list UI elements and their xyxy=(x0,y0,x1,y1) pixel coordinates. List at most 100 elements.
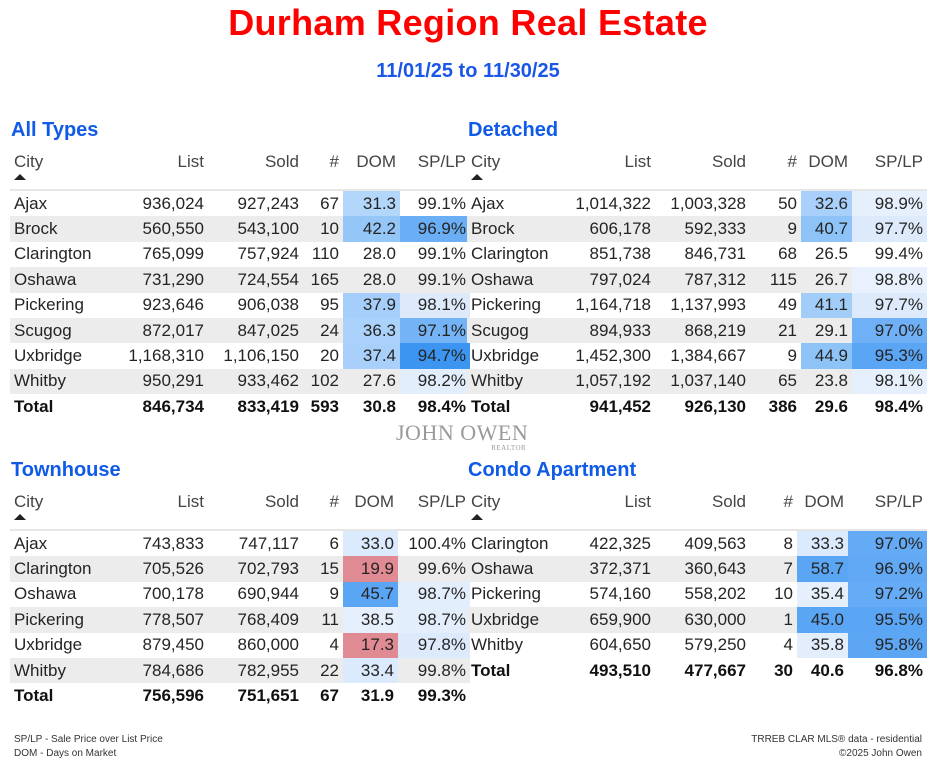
column-header-label: DOM xyxy=(354,492,394,511)
total-sold: 833,419 xyxy=(237,396,299,416)
cell-city: Oshawa xyxy=(467,556,560,582)
column-header-city[interactable]: City xyxy=(467,490,560,531)
table-row[interactable]: Pickering 1,164,718 1,137,993 49 41.1 97.7% xyxy=(467,292,927,318)
total-city: Total xyxy=(14,396,54,416)
table-row[interactable]: Whitby 784,686 782,955 22 33.4 99.8% xyxy=(10,657,470,684)
cell-splp: 97.0% xyxy=(852,317,927,344)
column-header-city[interactable]: City xyxy=(10,150,120,191)
column-header-city[interactable]: City xyxy=(467,150,560,191)
column-header-list[interactable]: List xyxy=(120,490,208,531)
sort-ascending-icon[interactable] xyxy=(14,174,26,180)
total-dom: 30.8 xyxy=(362,396,396,416)
column-header-splp[interactable]: SP/LP xyxy=(852,150,927,191)
table-row[interactable]: Scugog 894,933 868,219 21 29.1 97.0% xyxy=(467,317,927,344)
column-header-list[interactable]: List xyxy=(560,150,655,191)
cell-city: Uxbridge xyxy=(14,635,83,655)
cell-count: 20 xyxy=(320,346,339,366)
cell-count: 21 xyxy=(750,317,801,344)
table-row[interactable]: Oshawa 700,178 690,944 9 45.7 98.7% xyxy=(10,581,470,608)
cell-sold: 933,462 xyxy=(208,368,303,395)
cell-city: Whitby xyxy=(10,657,120,684)
sort-ascending-icon[interactable] xyxy=(471,514,483,520)
table-townhouse: City List Sold # DOM SP/LP Ajax 743,833 747,117 6… xyxy=(10,490,470,709)
table-row[interactable]: Oshawa 797,024 787,312 115 26.7 98.8% xyxy=(467,267,927,293)
sort-ascending-icon[interactable] xyxy=(14,514,26,520)
cell-list: 1,168,310 xyxy=(128,346,204,366)
table-row[interactable]: Oshawa 372,371 360,643 7 58.7 96.9% xyxy=(467,556,927,582)
cell-splp: 100.4% xyxy=(408,533,466,553)
column-header-sold[interactable]: Sold xyxy=(208,490,303,531)
cell-splp: 96.9% xyxy=(848,556,927,582)
column-header-dom[interactable]: DOM xyxy=(343,490,398,531)
cell-sold: 1,384,667 xyxy=(670,346,746,366)
cell-count: 4 xyxy=(329,635,339,655)
column-header-splp[interactable]: SP/LP xyxy=(848,490,927,531)
column-header-sold[interactable]: Sold xyxy=(655,490,750,531)
section-title-condo-apartment: Condo Apartment xyxy=(468,459,637,481)
header-row: City List Sold # DOM SP/LP xyxy=(467,490,927,531)
legend-dom: DOM - Days on Market xyxy=(14,748,117,759)
column-header-label: City xyxy=(471,492,501,511)
table-row[interactable]: Uxbridge 659,900 630,000 1 45.0 95.5% xyxy=(467,607,927,633)
cell-list: 765,099 xyxy=(142,244,204,264)
table-row[interactable]: Scugog 872,017 847,025 24 36.3 97.1% xyxy=(10,317,470,344)
cell-sold: 906,038 xyxy=(237,295,299,315)
cell-sold: 360,643 xyxy=(655,556,750,582)
cell-sold: 690,944 xyxy=(237,584,299,604)
table-row[interactable]: Clarington 851,738 846,731 68 26.5 99.4% xyxy=(467,242,927,267)
table-row[interactable]: Ajax 936,024 927,243 67 31.3 99.1% xyxy=(10,190,470,217)
column-header-list[interactable]: List xyxy=(560,490,655,531)
table-row[interactable]: Whitby 1,057,192 1,037,140 65 23.8 98.1% xyxy=(467,368,927,395)
table-row[interactable]: Uxbridge 1,168,310 1,106,150 20 37.4 94.7% xyxy=(10,343,470,369)
table-row[interactable]: Pickering 923,646 906,038 95 37.9 98.1% xyxy=(10,292,470,318)
column-header-count[interactable]: # xyxy=(303,150,343,191)
legend: SP/LP - Sale Price over List Price DOM -… xyxy=(14,733,163,761)
column-header-dom[interactable]: DOM xyxy=(797,490,848,531)
sort-ascending-icon[interactable] xyxy=(471,174,483,180)
column-header-sold[interactable]: Sold xyxy=(208,150,303,191)
table-row[interactable]: Clarington 765,099 757,924 110 28.0 99.1% xyxy=(10,242,470,267)
table-row[interactable]: Ajax 1,014,322 1,003,328 50 32.6 98.9% xyxy=(467,190,927,217)
cell-city: Oshawa xyxy=(10,267,120,293)
cell-count: 6 xyxy=(329,533,339,553)
table-row[interactable]: Brock 560,550 543,100 10 42.2 96.9% xyxy=(10,216,470,242)
table-row[interactable]: Oshawa 731,290 724,554 165 28.0 99.1% xyxy=(10,267,470,293)
column-header-label: List xyxy=(177,492,204,511)
total-sold: 751,651 xyxy=(237,686,299,706)
column-header-count[interactable]: # xyxy=(750,490,797,531)
column-header-city[interactable]: City xyxy=(10,490,120,531)
table-row[interactable]: Pickering 574,160 558,202 10 35.4 97.2% xyxy=(467,581,927,608)
column-header-count[interactable]: # xyxy=(303,490,343,531)
column-header-dom[interactable]: DOM xyxy=(801,150,852,191)
table-row[interactable]: Ajax 743,833 747,117 6 33.0 100.4% xyxy=(10,530,470,557)
cell-dom: 37.4 xyxy=(343,343,400,369)
cell-dom: 37.9 xyxy=(343,292,400,318)
table-row[interactable]: Uxbridge 1,452,300 1,384,667 9 44.9 95.3% xyxy=(467,343,927,369)
column-header-sold[interactable]: Sold xyxy=(655,150,750,191)
table-row[interactable]: Whitby 604,650 579,250 4 35.8 95.8% xyxy=(467,632,927,658)
column-header-label: # xyxy=(329,152,339,171)
cell-count: 10 xyxy=(303,216,343,242)
cell-count: 7 xyxy=(750,556,797,582)
column-header-dom[interactable]: DOM xyxy=(343,150,400,191)
total-count: 386 xyxy=(768,396,797,416)
cell-city: Uxbridge xyxy=(14,346,83,366)
column-header-count[interactable]: # xyxy=(750,150,801,191)
cell-count: 102 xyxy=(303,368,343,395)
table-row[interactable]: Clarington 422,325 409,563 8 33.3 97.0% xyxy=(467,530,927,557)
table-row[interactable]: Pickering 778,507 768,409 11 38.5 98.7% xyxy=(10,607,470,633)
table-row[interactable]: Whitby 950,291 933,462 102 27.6 98.2% xyxy=(10,368,470,395)
column-header-splp[interactable]: SP/LP xyxy=(400,150,470,191)
total-count: 67 xyxy=(320,686,339,706)
cell-list: 731,290 xyxy=(120,267,208,293)
cell-dom: 33.0 xyxy=(343,530,398,557)
cell-sold: 847,025 xyxy=(208,317,303,344)
cell-list: 923,646 xyxy=(142,295,204,315)
table-row[interactable]: Brock 606,178 592,333 9 40.7 97.7% xyxy=(467,216,927,242)
column-header-list[interactable]: List xyxy=(120,150,208,191)
cell-dom: 26.7 xyxy=(801,267,852,293)
column-header-splp[interactable]: SP/LP xyxy=(398,490,470,531)
table-row[interactable]: Uxbridge 879,450 860,000 4 17.3 97.8% xyxy=(10,632,470,658)
table-row[interactable]: Clarington 705,526 702,793 15 19.9 99.6% xyxy=(10,556,470,582)
total-sold: 926,130 xyxy=(684,396,746,416)
